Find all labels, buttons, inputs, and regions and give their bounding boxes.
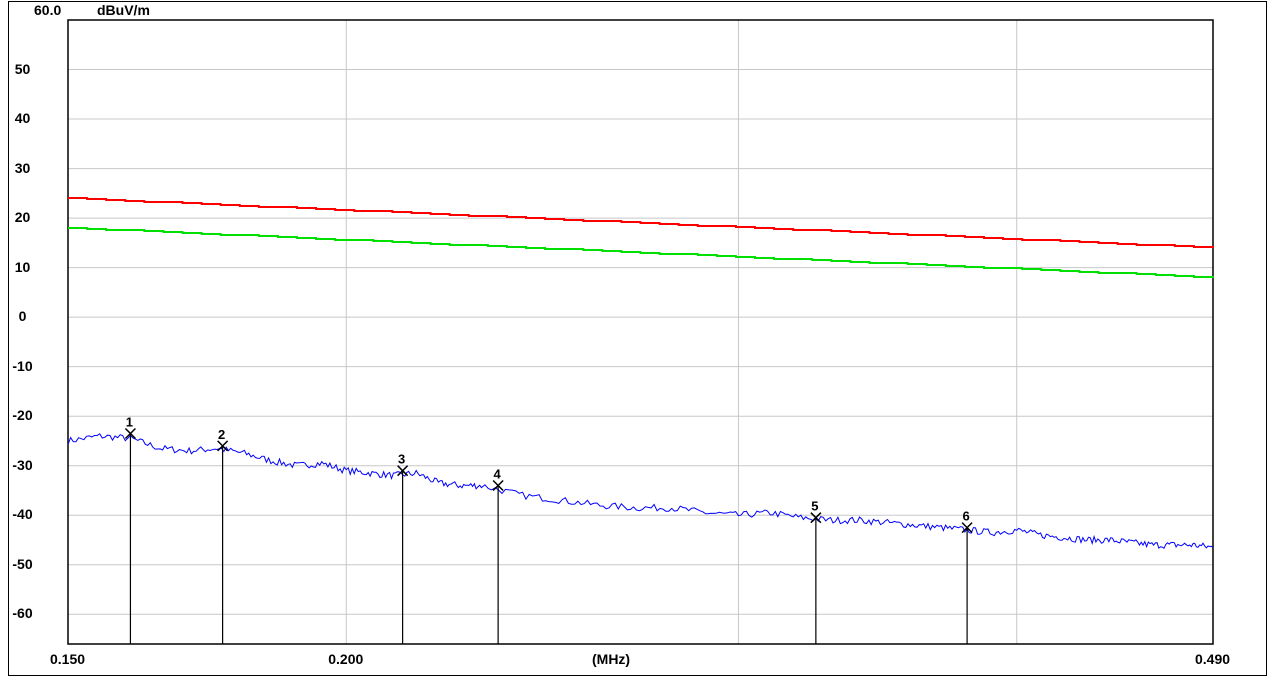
marker-6-cross bbox=[961, 522, 973, 534]
x-tick-label: 0.150 bbox=[50, 651, 86, 667]
marker-5-label: 5 bbox=[811, 499, 818, 514]
y-tick-label: 10 bbox=[14, 258, 31, 275]
y-tick-label: 0 bbox=[18, 308, 27, 325]
marker-2-cross bbox=[217, 440, 229, 452]
y-top-value: 60.0 bbox=[34, 2, 62, 18]
y-tick-label: 40 bbox=[14, 110, 31, 127]
marker-5-cross bbox=[810, 512, 822, 524]
marker-1-cross bbox=[124, 427, 136, 440]
x-tick-label: 0.200 bbox=[328, 651, 364, 667]
y-tick-label: 50 bbox=[14, 60, 31, 77]
measurement-trace bbox=[67, 433, 1214, 550]
x-tick-label: 0.490 bbox=[1195, 651, 1231, 667]
marker-3-label: 3 bbox=[398, 452, 405, 467]
y-tick-label: -20 bbox=[12, 407, 33, 424]
limit-line-red bbox=[68, 197, 1214, 248]
y-tick-label: -10 bbox=[12, 357, 33, 374]
marker-2-label: 2 bbox=[218, 427, 225, 442]
y-unit-label: dBuV/m bbox=[97, 2, 150, 18]
y-tick-label: 30 bbox=[14, 159, 31, 176]
marker-4-label: 4 bbox=[494, 467, 502, 482]
marker-1-label: 1 bbox=[126, 415, 133, 430]
y-tick-label: 20 bbox=[14, 209, 31, 226]
y-tick-label: -40 bbox=[12, 506, 33, 523]
marker-3-cross bbox=[397, 465, 409, 477]
outer-frame bbox=[8, 1, 1267, 676]
marker-4-cross bbox=[492, 479, 504, 492]
marker-6-label: 6 bbox=[962, 509, 969, 524]
limit-line-green bbox=[68, 227, 1214, 278]
x-unit-label: (MHz) bbox=[592, 651, 631, 667]
y-tick-label: -60 bbox=[12, 605, 33, 622]
y-tick-label: -50 bbox=[12, 555, 33, 572]
plot-border bbox=[67, 19, 1214, 645]
y-tick-label: -30 bbox=[12, 456, 33, 473]
